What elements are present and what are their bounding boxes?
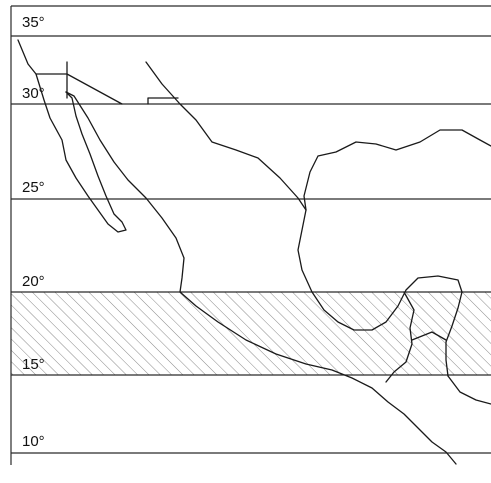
latitude-label-25: 25° [22, 179, 45, 196]
us-mexico-border-east [145, 61, 307, 211]
guatemala-border [385, 291, 415, 383]
central-america-caribbean-coast [445, 291, 463, 377]
latitude-label-20: 20° [22, 273, 45, 290]
latitude-label-10: 10° [22, 433, 45, 450]
latitude-label-15: 15° [22, 356, 45, 373]
hatched-band-15-20 [11, 292, 491, 375]
mainland-pacific-coast [65, 91, 457, 465]
border-notch [147, 97, 179, 105]
latitude-label-35: 35° [22, 14, 45, 31]
honduras-border [447, 375, 491, 405]
us-mexico-border-west [35, 73, 123, 105]
gulf-coast-west [297, 209, 463, 331]
baja-pacific-coast [17, 39, 127, 233]
belize-border [411, 331, 447, 341]
latitude-label-30: 30° [22, 85, 45, 102]
gulf-coast-mexico [303, 129, 491, 211]
